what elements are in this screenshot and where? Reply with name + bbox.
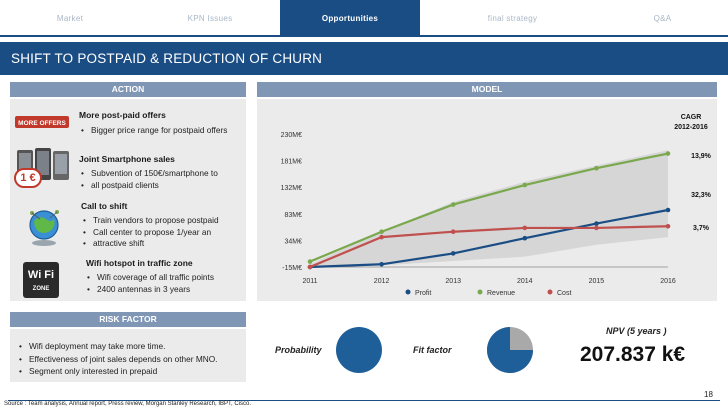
npv-label: NPV (5 years ): [606, 326, 667, 336]
action-header: ACTION: [10, 82, 246, 97]
cagr-value: 13,9%: [691, 153, 712, 160]
data-point-revenue: [450, 202, 456, 207]
data-point-profit: [379, 261, 384, 267]
more-offers-icon: MORE OFFERS: [15, 116, 69, 128]
list-item: attractive shift: [82, 238, 219, 250]
model-chart: 230M€ 181M€ 132M€ 83M€ 34M€ -15M€2011 2012 2013…: [281, 114, 712, 297]
tab-market[interactable]: Market: [56, 14, 84, 23]
list-item: Wifi coverage of all traffic points: [86, 272, 214, 284]
list-item: Wifi deployment may take more time.: [18, 340, 217, 353]
probability-pie-slice: [336, 327, 382, 373]
page-number: 18: [704, 390, 713, 399]
action-title-postpaid: More post-paid offers: [79, 110, 166, 120]
more-offers-text: MORE OFFERS: [18, 120, 66, 127]
data-point-profit: [665, 207, 671, 213]
x-tick-label: 2013: [445, 278, 461, 285]
probability-label: Probability: [275, 345, 322, 355]
data-point-cost: [379, 234, 384, 240]
action-bullets-smartphone: Subvention of 150€/smartphone to all pos…: [80, 168, 218, 191]
cagr-value: 32,3%: [691, 192, 712, 199]
action-title-call-to-shift: Call to shift: [81, 201, 128, 211]
fit-factor-label: Fit factor: [413, 345, 452, 355]
y-tick-label: 230M€: [281, 132, 303, 139]
globe-network-icon: [29, 210, 59, 246]
data-point-cost: [450, 229, 456, 235]
fit-factor-pie: [487, 327, 533, 373]
smartphones-icon: [17, 148, 69, 180]
series-line-profit: [309, 208, 669, 269]
data-point-cost: [522, 225, 528, 231]
y-tick-label: 34M€: [284, 238, 302, 245]
data-point-revenue: [594, 165, 599, 171]
data-point-cost: [665, 223, 671, 229]
list-item: Segment only interested in prepaid: [18, 365, 217, 378]
list-item: Train vendors to propose postpaid: [82, 215, 219, 227]
probability-pie: [336, 327, 382, 373]
list-item: Subvention of 150€/smartphone to: [80, 168, 218, 180]
data-point-profit: [450, 251, 456, 256]
action-bullets-wifi: Wifi coverage of all traffic points 2400…: [86, 272, 214, 295]
y-tick-label: 83M€: [284, 212, 302, 219]
tab-final-strategy[interactable]: final strategy: [487, 14, 538, 23]
cagr-period: 2012-2016: [674, 124, 708, 131]
source-note: Source : Team analysis, Annual report, P…: [4, 401, 252, 407]
x-tick-label: 2015: [589, 278, 605, 285]
list-item: Bigger price range for postpaid offers: [80, 125, 227, 137]
list-item: 2400 antennas in 3 years: [86, 284, 214, 296]
euro-badge: 1 €: [14, 168, 42, 188]
series-line-cost: [309, 225, 669, 269]
risk-header: RISK FACTOR: [10, 312, 246, 327]
tab-opportunities[interactable]: Opportunities: [280, 0, 420, 36]
legend-marker-revenue: [477, 289, 483, 295]
y-tick-label: -15M€: [282, 265, 302, 272]
data-point-cost: [307, 264, 313, 270]
action-bullets-call-to-shift: Train vendors to propose postpaid Call c…: [82, 215, 219, 250]
cagr-value: 3,7%: [693, 225, 710, 232]
legend-marker-profit: [405, 289, 411, 295]
x-tick-label: 2011: [302, 278, 317, 285]
action-title-wifi: Wifi hotspot in traffic zone: [86, 258, 193, 268]
nav-divider: [0, 35, 728, 37]
title-bar: SHIFT TO POSTPAID & REDUCTION OF CHURN: [0, 42, 728, 75]
footer-divider: [8, 400, 720, 401]
legend-label-revenue: Revenue: [487, 290, 515, 297]
model-header: MODEL: [257, 82, 717, 97]
uncertainty-band: [310, 150, 668, 267]
data-point-revenue: [379, 229, 384, 235]
legend-label-cost: Cost: [557, 290, 571, 297]
legend-label-profit: Profit: [415, 290, 431, 297]
tab-qa[interactable]: Q&A: [653, 14, 672, 23]
x-tick-label: 2014: [517, 278, 533, 285]
page-title: SHIFT TO POSTPAID & REDUCTION OF CHURN: [11, 51, 323, 66]
list-item: Call center to propose 1/year an: [82, 227, 219, 239]
wifi-zone-icon: Wi Fi ZONE: [23, 262, 59, 298]
action-title-smartphone: Joint Smartphone sales: [79, 154, 175, 164]
data-point-revenue: [307, 259, 313, 264]
wifi-icon-zone: ZONE: [32, 286, 50, 292]
action-bullets-postpaid: Bigger price range for postpaid offers: [80, 125, 227, 137]
data-point-profit: [522, 235, 528, 241]
data-point-revenue: [522, 182, 528, 188]
y-tick-label: 181M€: [281, 159, 303, 166]
y-tick-label: 132M€: [281, 185, 303, 192]
npv-value: 207.837 k€: [580, 343, 686, 366]
data-point-profit: [594, 221, 599, 226]
wifi-icon-word: Wi Fi: [27, 269, 55, 281]
top-nav: Market KPN Issues Opportunities final st…: [0, 0, 728, 37]
legend-marker-cost: [547, 289, 553, 295]
list-item: all postpaid clients: [80, 180, 218, 192]
data-point-cost: [594, 225, 599, 231]
series-line-revenue: [309, 152, 669, 263]
list-item: Effectiveness of joint sales depends on …: [18, 353, 217, 366]
x-tick-label: 2012: [374, 278, 390, 285]
x-tick-label: 2016: [660, 278, 676, 285]
data-point-revenue: [665, 151, 671, 156]
risk-list: Wifi deployment may take more time. Effe…: [18, 340, 217, 378]
fit-pie-filled-slice: [487, 327, 533, 373]
tab-kpn-issues[interactable]: KPN Issues: [187, 14, 233, 23]
cagr-title: CAGR: [681, 114, 702, 121]
